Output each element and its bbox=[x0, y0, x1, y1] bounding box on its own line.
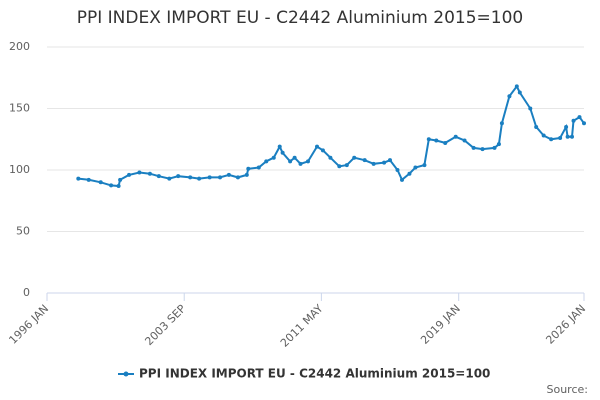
point bbox=[218, 175, 223, 180]
point bbox=[565, 134, 570, 139]
point bbox=[577, 115, 582, 120]
point bbox=[188, 175, 193, 180]
point bbox=[426, 137, 431, 142]
point bbox=[109, 183, 114, 188]
point bbox=[288, 159, 293, 164]
point bbox=[98, 180, 103, 185]
point bbox=[235, 175, 240, 180]
point bbox=[244, 172, 249, 177]
point bbox=[116, 183, 121, 188]
point bbox=[226, 172, 231, 177]
y-tick-label: 150 bbox=[9, 102, 30, 115]
point bbox=[413, 165, 418, 170]
point bbox=[207, 175, 212, 180]
point bbox=[76, 176, 81, 181]
point bbox=[362, 158, 367, 163]
point bbox=[280, 150, 285, 155]
legend-label: PPI INDEX IMPORT EU - C2442 Aluminium 20… bbox=[139, 367, 490, 381]
point bbox=[371, 161, 376, 166]
point bbox=[517, 90, 522, 95]
y-tick-label: 200 bbox=[9, 40, 30, 53]
point bbox=[137, 170, 142, 175]
point bbox=[395, 168, 400, 172]
point bbox=[352, 155, 357, 160]
point bbox=[298, 161, 303, 166]
point bbox=[271, 155, 276, 160]
x-tick-label: 2019 JAN bbox=[418, 302, 463, 347]
point bbox=[147, 171, 152, 176]
point bbox=[86, 177, 91, 182]
point bbox=[387, 158, 392, 163]
x-tick-label: 2011 MAY bbox=[278, 302, 326, 350]
point bbox=[571, 118, 576, 123]
point bbox=[156, 174, 161, 179]
point bbox=[337, 164, 342, 169]
point bbox=[264, 159, 269, 164]
series-line bbox=[78, 84, 585, 188]
point bbox=[534, 124, 539, 129]
point bbox=[558, 136, 563, 141]
y-tick-label: 50 bbox=[16, 225, 30, 238]
point bbox=[382, 160, 387, 165]
point bbox=[127, 172, 132, 177]
point bbox=[167, 176, 172, 181]
source-label: Source: bbox=[547, 383, 589, 396]
point bbox=[399, 177, 404, 182]
y-tick-label: 0 bbox=[23, 286, 30, 299]
point bbox=[507, 94, 512, 99]
point bbox=[176, 174, 181, 179]
point bbox=[471, 145, 476, 150]
point bbox=[344, 163, 349, 168]
point bbox=[320, 148, 325, 153]
point bbox=[564, 124, 569, 129]
point bbox=[256, 165, 261, 170]
point bbox=[277, 144, 282, 149]
point bbox=[434, 138, 439, 143]
point bbox=[499, 121, 504, 126]
point bbox=[315, 144, 320, 149]
point bbox=[528, 106, 533, 111]
point bbox=[292, 155, 297, 160]
x-tick-label: 2026 JAN bbox=[543, 302, 588, 347]
point bbox=[118, 177, 123, 182]
point bbox=[462, 138, 467, 143]
point bbox=[246, 166, 251, 171]
point bbox=[306, 159, 311, 164]
point bbox=[541, 133, 546, 138]
point bbox=[492, 145, 497, 150]
point bbox=[328, 155, 333, 160]
point bbox=[453, 134, 458, 139]
chart-title: PPI INDEX IMPORT EU - C2442 Aluminium 20… bbox=[77, 8, 523, 28]
point bbox=[514, 84, 519, 89]
legend-marker bbox=[123, 371, 129, 377]
point bbox=[496, 142, 501, 147]
x-tick-label: 2003 SEP bbox=[142, 302, 188, 348]
point bbox=[549, 137, 554, 142]
point bbox=[422, 163, 427, 168]
point bbox=[480, 147, 485, 152]
y-tick-label: 100 bbox=[9, 163, 30, 176]
point bbox=[569, 134, 574, 139]
point bbox=[443, 140, 448, 145]
point bbox=[582, 121, 586, 126]
point bbox=[197, 176, 202, 181]
point bbox=[407, 171, 412, 176]
x-tick-label: 1996 JAN bbox=[6, 302, 51, 347]
